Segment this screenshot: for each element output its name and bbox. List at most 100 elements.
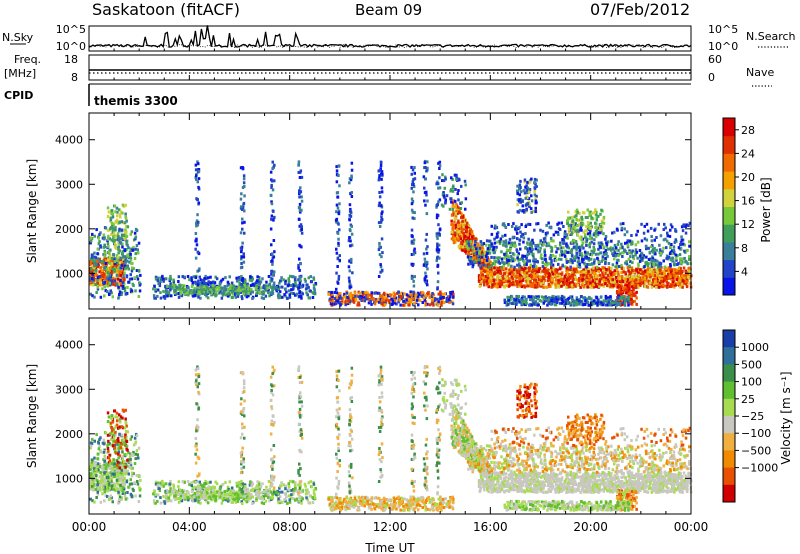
- power-cell: [116, 261, 119, 265]
- power-cell: [357, 302, 360, 305]
- power-cell: [257, 276, 261, 280]
- power-cell: [644, 281, 647, 285]
- power-cell: [614, 271, 618, 275]
- power-cell: [467, 247, 470, 251]
- power-cell: [530, 245, 534, 248]
- power-cell: [401, 303, 405, 307]
- power-cell: [523, 274, 526, 278]
- power-cell: [415, 296, 418, 300]
- power-cell: [270, 202, 274, 206]
- power-cell: [124, 212, 127, 216]
- power-cell: [334, 295, 338, 299]
- power-cell: [512, 222, 515, 226]
- power-cell: [656, 259, 659, 263]
- power-cell: [272, 255, 276, 259]
- power-cell: [242, 289, 245, 293]
- power-cell: [312, 286, 316, 290]
- power-cell: [387, 294, 390, 297]
- power-cell: [290, 288, 293, 292]
- power-cell: [515, 280, 519, 284]
- power-cell: [257, 288, 261, 292]
- power-cell: [628, 264, 631, 268]
- power-cell: [421, 290, 424, 294]
- power-cell: [101, 287, 104, 291]
- power-cell: [393, 295, 396, 299]
- power-cell: [300, 208, 303, 212]
- power-cell: [102, 281, 105, 285]
- power-cell: [476, 243, 480, 247]
- power-cell: [473, 237, 477, 241]
- power-cell: [234, 295, 238, 299]
- power-cell: [350, 232, 354, 236]
- power-cell: [428, 293, 431, 297]
- power-cell: [306, 293, 309, 297]
- power-cell: [357, 295, 361, 299]
- power-cell: [412, 284, 416, 288]
- power-cell: [241, 285, 244, 289]
- power-cell: [443, 292, 447, 296]
- power-cell: [89, 274, 92, 278]
- power-cell: [242, 201, 246, 205]
- power-cell: [655, 268, 659, 272]
- power-cell: [241, 206, 245, 210]
- power-cell: [366, 291, 369, 295]
- power-cell: [646, 264, 650, 268]
- power-cell: [198, 292, 202, 296]
- power-cell: [117, 247, 120, 251]
- power-cell: [655, 280, 659, 284]
- power-cell: [121, 262, 124, 266]
- power-cell: [410, 240, 414, 244]
- power-cell: [595, 265, 599, 269]
- power-cell: [337, 174, 340, 177]
- power-cell: [528, 259, 531, 263]
- power-cell: [420, 294, 423, 298]
- power-cell: [645, 255, 648, 259]
- power-cell: [118, 261, 122, 265]
- power-cell: [688, 244, 691, 248]
- power-cell: [500, 265, 503, 269]
- power-cell: [246, 282, 249, 286]
- power-cell: [123, 271, 126, 275]
- power-cell: [374, 298, 377, 301]
- power-cell: [492, 275, 495, 279]
- power-cell: [673, 281, 676, 285]
- power-cell: [172, 278, 175, 282]
- power-cell: [635, 233, 638, 237]
- power-cell: [578, 270, 581, 274]
- power-cell: [612, 284, 615, 287]
- power-cell: [96, 285, 99, 289]
- power-cell: [267, 290, 270, 294]
- power-cell: [134, 237, 137, 241]
- power-cell: [239, 197, 243, 201]
- power-cell: [438, 256, 441, 260]
- power-cell: [335, 203, 339, 207]
- power-cell: [670, 273, 674, 277]
- power-cell: [116, 210, 119, 214]
- power-cell: [353, 294, 357, 298]
- power-cell: [552, 233, 556, 237]
- power-cell: [556, 268, 559, 272]
- power-cell: [380, 177, 383, 181]
- power-cell: [96, 263, 100, 267]
- power-cell: [207, 280, 210, 284]
- power-cell: [662, 283, 665, 287]
- power-cell: [567, 273, 571, 276]
- power-cell: [381, 172, 384, 176]
- power-cell: [340, 302, 344, 306]
- power-cell: [247, 294, 250, 298]
- power-cell: [405, 293, 409, 297]
- power-cell: [105, 267, 108, 271]
- power-cell: [518, 238, 522, 242]
- power-cell: [599, 268, 602, 272]
- power-cell: [527, 222, 530, 226]
- power-cell: [379, 164, 383, 167]
- power-cell: [241, 221, 244, 225]
- power-cell: [484, 274, 488, 278]
- power-cell: [451, 205, 454, 208]
- power-cell: [314, 281, 317, 285]
- power-cell: [681, 269, 684, 273]
- power-cell: [650, 285, 654, 289]
- power-cell: [467, 262, 470, 266]
- power-cell: [377, 221, 381, 225]
